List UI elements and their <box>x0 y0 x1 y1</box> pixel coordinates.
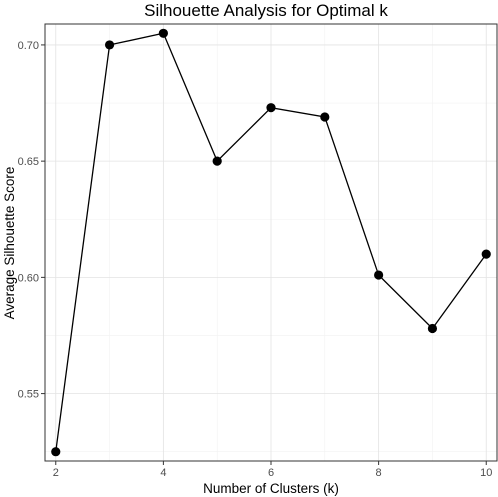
x-tick-label: 2 <box>53 467 59 479</box>
axis-ticks <box>41 44 487 465</box>
y-axis-label: Average Silhouette Score <box>2 167 17 320</box>
x-tick-label: 6 <box>268 467 274 479</box>
y-tick-label: 0.60 <box>18 272 39 284</box>
chart-title: Silhouette Analysis for Optimal k <box>144 1 388 20</box>
data-point <box>427 323 438 334</box>
data-point <box>104 40 115 50</box>
data-point <box>266 103 276 113</box>
data-point <box>158 28 168 38</box>
data-point <box>481 249 491 259</box>
x-tick-label: 10 <box>480 467 492 479</box>
x-axis-label: Number of Clusters (k) <box>203 481 339 496</box>
y-tick-label: 0.70 <box>18 40 39 52</box>
y-tick-label: 0.55 <box>18 389 39 401</box>
grid <box>45 24 497 461</box>
x-tick-label: 4 <box>160 467 166 479</box>
data-point <box>212 156 222 166</box>
data-point <box>374 270 384 280</box>
data-points <box>51 28 491 457</box>
axis-tick-labels: 2 4 6 8 10 0.55 0.60 0.65 0.70 <box>18 40 493 479</box>
y-tick-label: 0.65 <box>18 156 39 168</box>
data-point <box>51 447 61 457</box>
x-tick-label: 8 <box>376 467 382 479</box>
data-point <box>320 112 330 122</box>
